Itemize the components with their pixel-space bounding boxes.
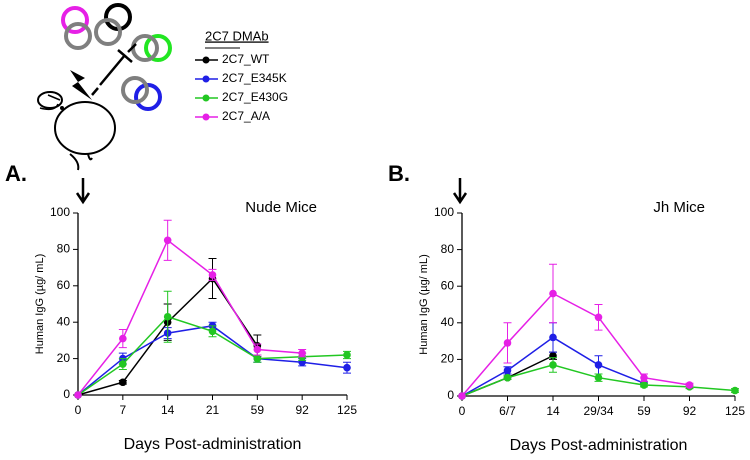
x-tick-label: 0 (459, 404, 466, 418)
y-tick-label: 40 (57, 314, 71, 328)
data-point (119, 360, 127, 368)
legend-marker (202, 94, 210, 102)
y-tick-label: 60 (441, 278, 455, 292)
data-point (298, 349, 306, 357)
legend-marker (202, 56, 210, 64)
data-point (594, 361, 603, 369)
y-tick-label: 100 (50, 205, 70, 219)
data-point (163, 236, 172, 245)
legend-title: 2C7 DMAb (205, 28, 269, 43)
data-point (119, 334, 127, 343)
arrow (452, 178, 468, 205)
y-tick-label: 0 (447, 388, 454, 402)
chart-title: Nude Mice (245, 199, 317, 216)
x-tick-label: 59 (251, 403, 265, 417)
y-tick-label: 40 (441, 315, 455, 329)
legend-label: 2C7_E345K (222, 71, 287, 85)
x-tick-label: 125 (725, 404, 745, 418)
legend-label: 2C7_A/A (222, 109, 270, 123)
chart-title: Jh Mice (653, 199, 705, 216)
data-point (549, 289, 557, 298)
x-tick-label: 59 (637, 404, 651, 418)
y-axis-label: Human IgG (µg/ mL) (34, 254, 46, 354)
legend-label: 2C7_E430G (222, 90, 288, 104)
data-point (119, 378, 127, 387)
series-line (461, 292, 690, 397)
illustration (37, 3, 172, 171)
data-point (74, 391, 82, 399)
arrow (75, 178, 91, 205)
panel-label: A. (5, 161, 27, 186)
data-point (503, 339, 512, 347)
y-tick-label: 80 (57, 242, 71, 256)
x-tick-label: 29/34 (583, 404, 613, 418)
data-point (685, 381, 694, 389)
data-point (549, 361, 557, 369)
data-point (208, 271, 217, 279)
x-tick-label: 6/7 (499, 404, 516, 418)
data-point (594, 313, 603, 322)
data-point (163, 312, 172, 321)
x-axis-label: Days Post-administration (124, 436, 302, 453)
x-tick-label: 14 (161, 403, 175, 417)
data-point (253, 354, 262, 363)
data-point (253, 345, 262, 354)
panel-label: B. (388, 161, 410, 186)
x-axis-label: Days Post-administration (510, 437, 688, 454)
x-tick-label: 0 (75, 403, 82, 417)
y-tick-label: 80 (441, 242, 455, 256)
data-point (208, 327, 217, 336)
data-point (343, 363, 351, 372)
data-point (458, 392, 466, 400)
legend-marker (202, 75, 210, 83)
data-point (549, 333, 557, 342)
y-tick-label: 60 (57, 278, 71, 292)
y-axis-label: Human IgG (µg/ mL) (418, 254, 430, 354)
x-tick-label: 14 (546, 404, 560, 418)
y-tick-label: 20 (441, 352, 455, 366)
x-tick-label: 92 (683, 404, 697, 418)
data-point (731, 386, 739, 395)
data-point (640, 381, 648, 389)
y-tick-label: 100 (434, 205, 454, 219)
series-line (77, 239, 303, 396)
data-point (594, 373, 603, 382)
data-point (640, 373, 648, 382)
data-point (343, 351, 351, 359)
x-tick-label: 7 (119, 403, 126, 417)
data-point (503, 366, 512, 375)
legend-label: 2C7_WT (222, 52, 270, 66)
x-tick-label: 125 (337, 403, 357, 417)
y-tick-label: 0 (63, 387, 70, 401)
legend-marker (202, 113, 210, 121)
data-point (503, 373, 512, 382)
x-tick-label: 92 (295, 403, 309, 417)
y-tick-label: 20 (57, 351, 71, 365)
x-tick-label: 21 (206, 403, 220, 417)
